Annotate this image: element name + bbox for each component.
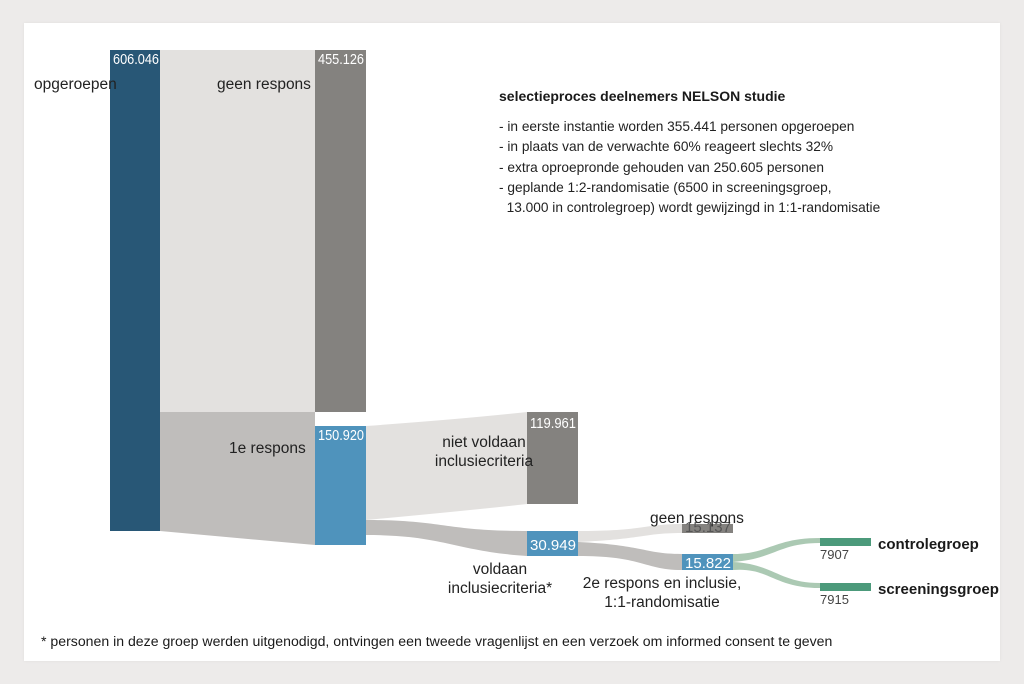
- svg-text:15.822: 15.822: [685, 556, 731, 572]
- svg-text:30.949: 30.949: [530, 538, 576, 554]
- svg-text:7907: 7907: [820, 547, 849, 562]
- svg-text:7915: 7915: [820, 592, 849, 607]
- svg-text:119.961: 119.961: [530, 416, 576, 432]
- svg-text:150.920: 150.920: [318, 428, 364, 444]
- svg-text:606.046: 606.046: [113, 52, 159, 68]
- svg-text:455.126: 455.126: [318, 52, 364, 68]
- svg-text:controlegroep: controlegroep: [878, 536, 979, 553]
- svg-text:screeningsgroep: screeningsgroep: [878, 581, 999, 598]
